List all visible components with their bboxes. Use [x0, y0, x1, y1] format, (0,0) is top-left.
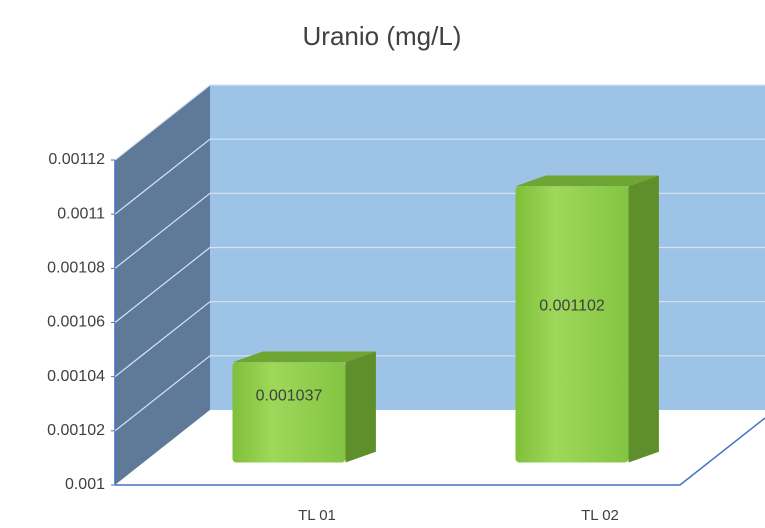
plot: 0.0010.001020.001040.001060.001080.00110…	[47, 84, 765, 524]
floor	[115, 410, 765, 485]
bar	[515, 175, 659, 463]
floor-edge	[115, 417, 765, 486]
bar-top	[515, 175, 659, 187]
bar-side	[628, 175, 659, 463]
y-tick-label: 0.0011	[57, 205, 105, 222]
bar-front	[232, 362, 346, 463]
bar	[232, 351, 376, 463]
bar-side	[345, 351, 376, 463]
y-tick-label: 0.00104	[47, 368, 105, 385]
y-tick-label: 0.00106	[47, 314, 105, 331]
y-tick-label: 0.001	[65, 476, 105, 493]
y-tick-label: 0.00112	[48, 151, 105, 168]
bar-top	[232, 351, 376, 363]
chart-title: Uranio (mg/L)	[303, 21, 462, 51]
x-tick-label: TL 01	[298, 507, 336, 524]
grid-line	[114, 84, 765, 161]
grid-line	[114, 138, 765, 215]
y-tick-label: 0.00108	[47, 260, 105, 277]
y-tick-label: 0.00102	[47, 422, 105, 439]
value-label: 0.001037	[256, 388, 323, 405]
bar-front	[515, 186, 629, 463]
value-label: 0.001102	[539, 297, 605, 314]
x-tick-label: TL 02	[581, 507, 619, 524]
